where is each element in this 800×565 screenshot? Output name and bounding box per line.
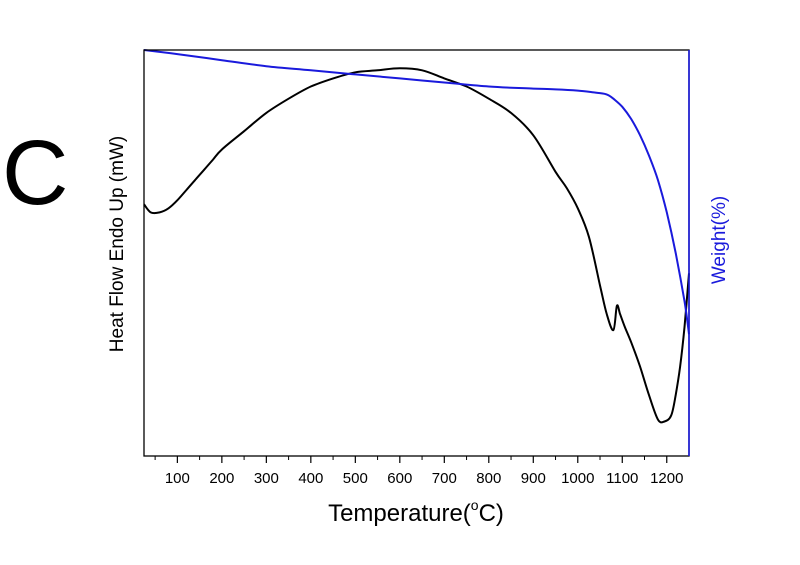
series-heat-flow-line <box>143 67 690 424</box>
x-tick-label: 1100 <box>606 470 638 487</box>
x-tick-label: 1200 <box>650 470 683 487</box>
x-axis-ticks: 100 200 300 400 500 600 700 800 900 1000 1100 1200 <box>154 456 683 487</box>
x-axis-title-main: Temperature( <box>328 500 471 527</box>
x-tick-label: 800 <box>476 470 501 487</box>
panel-label: C <box>2 122 68 224</box>
x-axis-title: Temperature(oC) <box>328 497 504 527</box>
x-tick-label: 400 <box>298 470 323 487</box>
x-tick-label: 900 <box>521 470 546 487</box>
x-tick-label: 700 <box>432 470 457 487</box>
x-tick-label: 300 <box>254 470 279 487</box>
x-axis-title-end: C) <box>479 500 504 527</box>
x-tick-label: 500 <box>343 470 368 487</box>
series-weight-line <box>143 49 690 335</box>
x-tick-label: 1000 <box>561 470 594 487</box>
x-axis-title-sup: o <box>471 497 479 513</box>
x-tick-label: 100 <box>165 470 190 487</box>
x-tick-label: 200 <box>209 470 234 487</box>
y-axis-left-title: Heat Flow Endo Up (mW) <box>107 136 128 352</box>
plot-frame <box>143 49 690 457</box>
x-tick-label: 600 <box>387 470 412 487</box>
y-axis-right-title: Weight(%) <box>709 196 730 284</box>
plot-area <box>143 49 690 424</box>
